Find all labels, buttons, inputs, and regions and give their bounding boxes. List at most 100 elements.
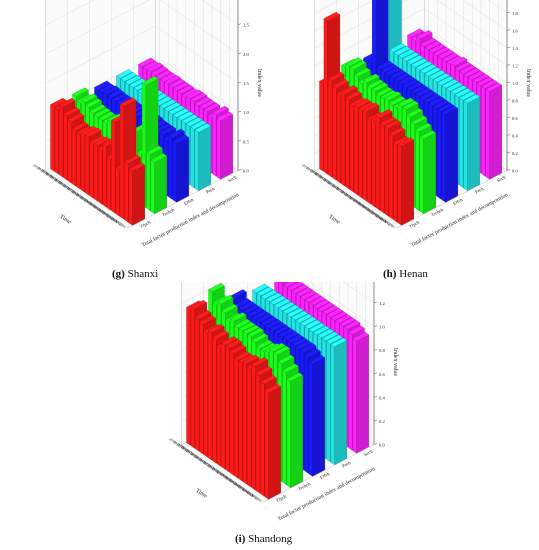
bar-front-face (98, 147, 103, 205)
bar-top-face (138, 57, 155, 68)
bar-front-face (212, 336, 217, 464)
bar-top-face (216, 111, 234, 122)
z-tick (237, 140, 242, 142)
z-gridline (45, 0, 239, 26)
bar-top-face (330, 337, 348, 348)
y-tick-label: Tfpch (139, 219, 152, 229)
caption-region: Henan (399, 268, 428, 280)
bar-top-face (164, 102, 181, 112)
bar-top-face (256, 286, 274, 297)
bar-top-face (251, 333, 269, 343)
bar-top-face (291, 310, 308, 321)
bar-top-face (72, 121, 89, 131)
bar-top-face (380, 63, 398, 73)
bar-pech-2000~2001 (463, 94, 481, 191)
bar-front-face (128, 168, 133, 226)
bar-top-face (308, 355, 326, 365)
bar-front-face (186, 306, 191, 446)
bar-top-face (160, 72, 177, 83)
bar-top-face (308, 322, 326, 333)
z-axis: 0.00.51.01.52.02.53.0Index value (237, 0, 262, 174)
z-tick-label: 1.4 (512, 46, 518, 51)
bar-top-face (322, 305, 339, 315)
bar-top-face (459, 64, 476, 74)
bar-top-face (190, 120, 207, 130)
bar-top-face (128, 162, 146, 172)
z-tick (237, 110, 242, 113)
bar-top-face (468, 70, 485, 80)
bar-top-face (265, 292, 282, 303)
bar-top-face (282, 331, 299, 341)
bar-effch-2000~2001 (308, 355, 326, 477)
bar-top-face (111, 92, 129, 103)
bar-side-face (268, 386, 281, 500)
bar-top-face (168, 78, 186, 89)
bar-top-face (291, 284, 309, 294)
bar-top-face (393, 72, 411, 82)
bar-front-face (89, 141, 94, 199)
bar-top-face (345, 57, 363, 67)
bar-effch-2000~2001 (172, 134, 190, 203)
bar-top-face (238, 321, 256, 332)
bar-front-face (332, 85, 337, 181)
bar-top-face (229, 344, 247, 354)
bar-top-face (393, 46, 411, 56)
bar-top-face (406, 81, 424, 91)
bar-top-face (304, 319, 321, 330)
bar-top-face (203, 102, 221, 113)
bar-top-face (442, 52, 459, 62)
bar-top-face (98, 111, 115, 121)
bar-front-face (326, 341, 331, 462)
z-tick-label: 1.2 (379, 301, 385, 306)
bar-top-face (330, 311, 348, 321)
bar-top-face (348, 325, 365, 335)
bar-front-face (485, 88, 490, 180)
bar-top-face (299, 343, 317, 353)
bars (186, 282, 370, 500)
z-axis: 0.00.20.40.60.81.01.21.41.61.82.0Index v… (506, 0, 531, 174)
bar-front-face (367, 118, 372, 205)
bar-front-face (238, 360, 243, 482)
bar-top-face (437, 76, 454, 86)
x-axis-title: Time (194, 488, 208, 500)
bar-top-face (159, 125, 177, 136)
z-tick (237, 81, 242, 84)
bar-top-face (286, 372, 304, 382)
bar-front-face (341, 91, 346, 187)
bar-front-face (304, 354, 309, 474)
bar-top-face (389, 43, 407, 53)
bar-top-face (282, 282, 298, 288)
z-tick-label: 0.0 (379, 443, 385, 448)
bar-top-face (260, 375, 277, 385)
bar-top-face (273, 345, 291, 356)
bar-side-face (423, 132, 436, 214)
bar-front-face (111, 120, 116, 214)
bar-top-face (287, 282, 304, 291)
bar-top-face (388, 126, 406, 137)
bar-top-face (256, 313, 273, 323)
bar-top-face (300, 316, 317, 327)
z-tick (506, 169, 511, 171)
bar-top-face (234, 318, 251, 329)
bar-top-face (295, 313, 313, 324)
bar-top-face (252, 283, 269, 294)
bar-top-face (208, 283, 225, 293)
bar-top-face (432, 99, 450, 109)
bar-front-face (384, 125, 389, 217)
bar-top-face (93, 136, 111, 146)
bar-front-face (308, 361, 313, 477)
bar-front-face (221, 342, 226, 470)
bar-top-face (164, 75, 181, 85)
bar-front-face (352, 338, 357, 454)
bar-front-face (203, 330, 208, 458)
bar-top-face (216, 295, 234, 305)
bar-top-face (345, 90, 362, 101)
bar-top-face (339, 317, 357, 327)
bar-top-face (252, 310, 269, 320)
bar-top-face (129, 78, 146, 88)
z-tick (506, 11, 511, 14)
x-axis-title: Time (327, 214, 341, 226)
bar-top-face (313, 299, 330, 309)
bar-front-face (195, 316, 200, 452)
caption-region: Shandong (248, 533, 293, 545)
